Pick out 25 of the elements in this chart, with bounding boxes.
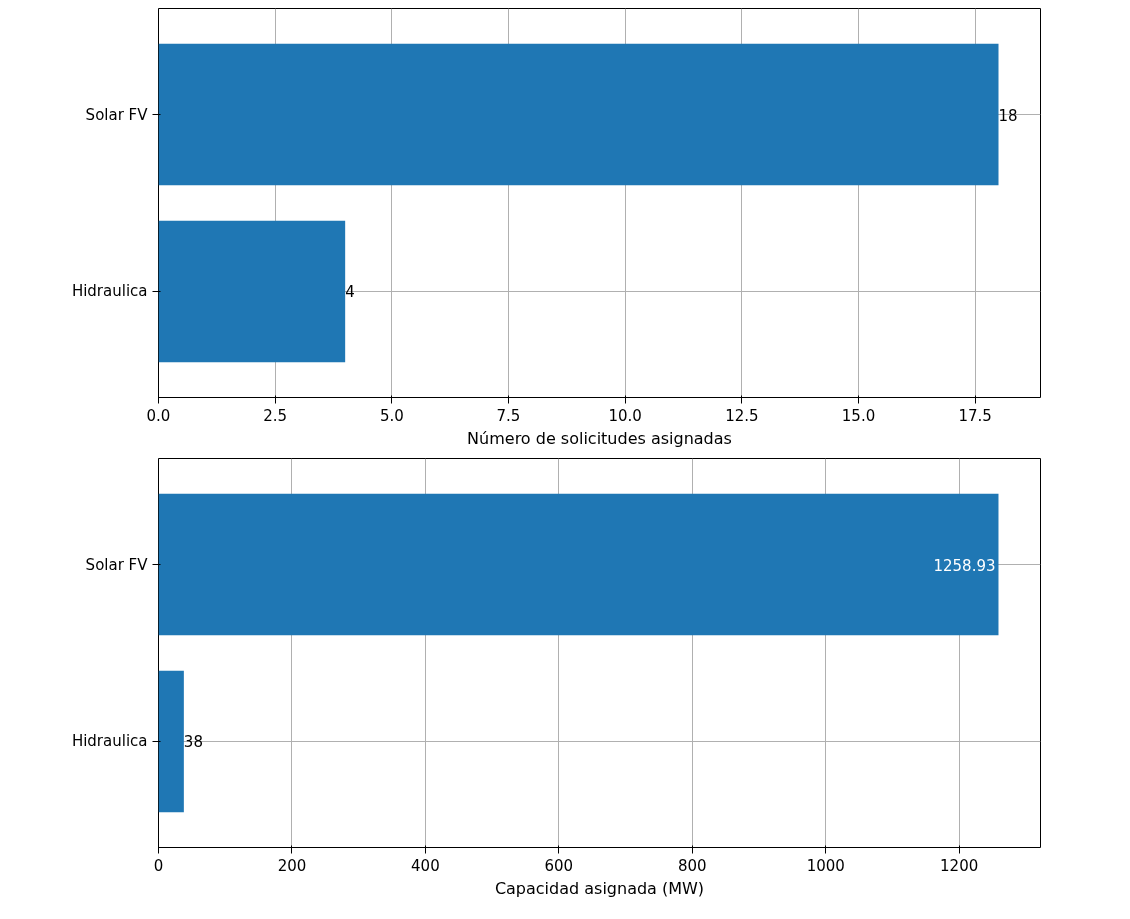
x-tick-label: 600 [544, 856, 574, 875]
x-tick-label: 1000 [806, 856, 845, 875]
x-tick-label: 400 [411, 856, 440, 875]
x-tick-label: 15.0 [841, 406, 876, 425]
data-label: 4 [345, 283, 355, 302]
y-tick-label: Solar FV [85, 105, 149, 124]
x-tick-label: 1200 [940, 856, 979, 875]
data-label: 38 [183, 733, 203, 752]
x-tick-label: 0 [153, 856, 164, 875]
data-label: 18 [998, 106, 1018, 125]
data-label: 1258.93 [933, 556, 996, 575]
x-tick-label: 2.5 [263, 406, 288, 425]
x-tick-label: 10.0 [608, 406, 642, 425]
x-tick-label: 5.0 [379, 406, 404, 425]
x-axis-title: Número de solicitudes asignadas [467, 428, 732, 448]
x-tick-label: 12.5 [725, 406, 759, 425]
x-tick-label: 200 [277, 856, 307, 875]
x-tick-label: 7.5 [496, 406, 521, 425]
x-axis-title: Capacidad asignada (MW) [494, 878, 705, 898]
x-tick-label: 800 [677, 856, 707, 875]
x-tick-label: 0.0 [146, 406, 171, 425]
y-tick-label: Hidraulica [71, 282, 148, 301]
y-tick-label: Solar FV [85, 555, 149, 574]
y-tick-label: Hidraulica [71, 732, 148, 751]
x-tick-label: 17.5 [958, 406, 992, 425]
